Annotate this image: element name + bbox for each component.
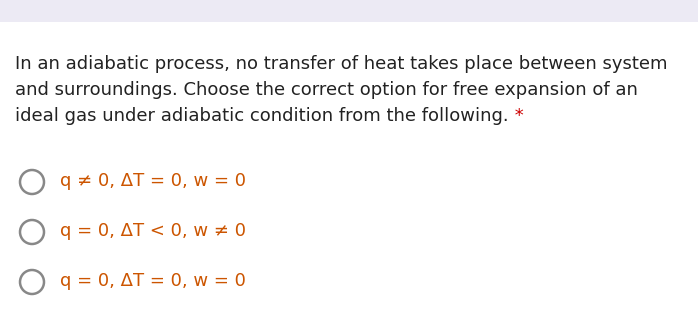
Text: q ≠ 0, ΔT = 0, w = 0: q ≠ 0, ΔT = 0, w = 0	[60, 172, 246, 190]
Text: In an adiabatic process, no transfer of heat takes place between system: In an adiabatic process, no transfer of …	[15, 55, 667, 73]
Text: q = 0, ΔT = 0, w = 0: q = 0, ΔT = 0, w = 0	[60, 272, 246, 290]
Text: and surroundings. Choose the correct option for free expansion of an: and surroundings. Choose the correct opt…	[15, 81, 638, 99]
Bar	[0, 0, 698, 22]
Text: q = 0, ΔT < 0, w ≠ 0: q = 0, ΔT < 0, w ≠ 0	[60, 222, 246, 240]
Text: *: *	[509, 107, 524, 125]
Text: ideal gas under adiabatic condition from the following.: ideal gas under adiabatic condition from…	[15, 107, 509, 125]
